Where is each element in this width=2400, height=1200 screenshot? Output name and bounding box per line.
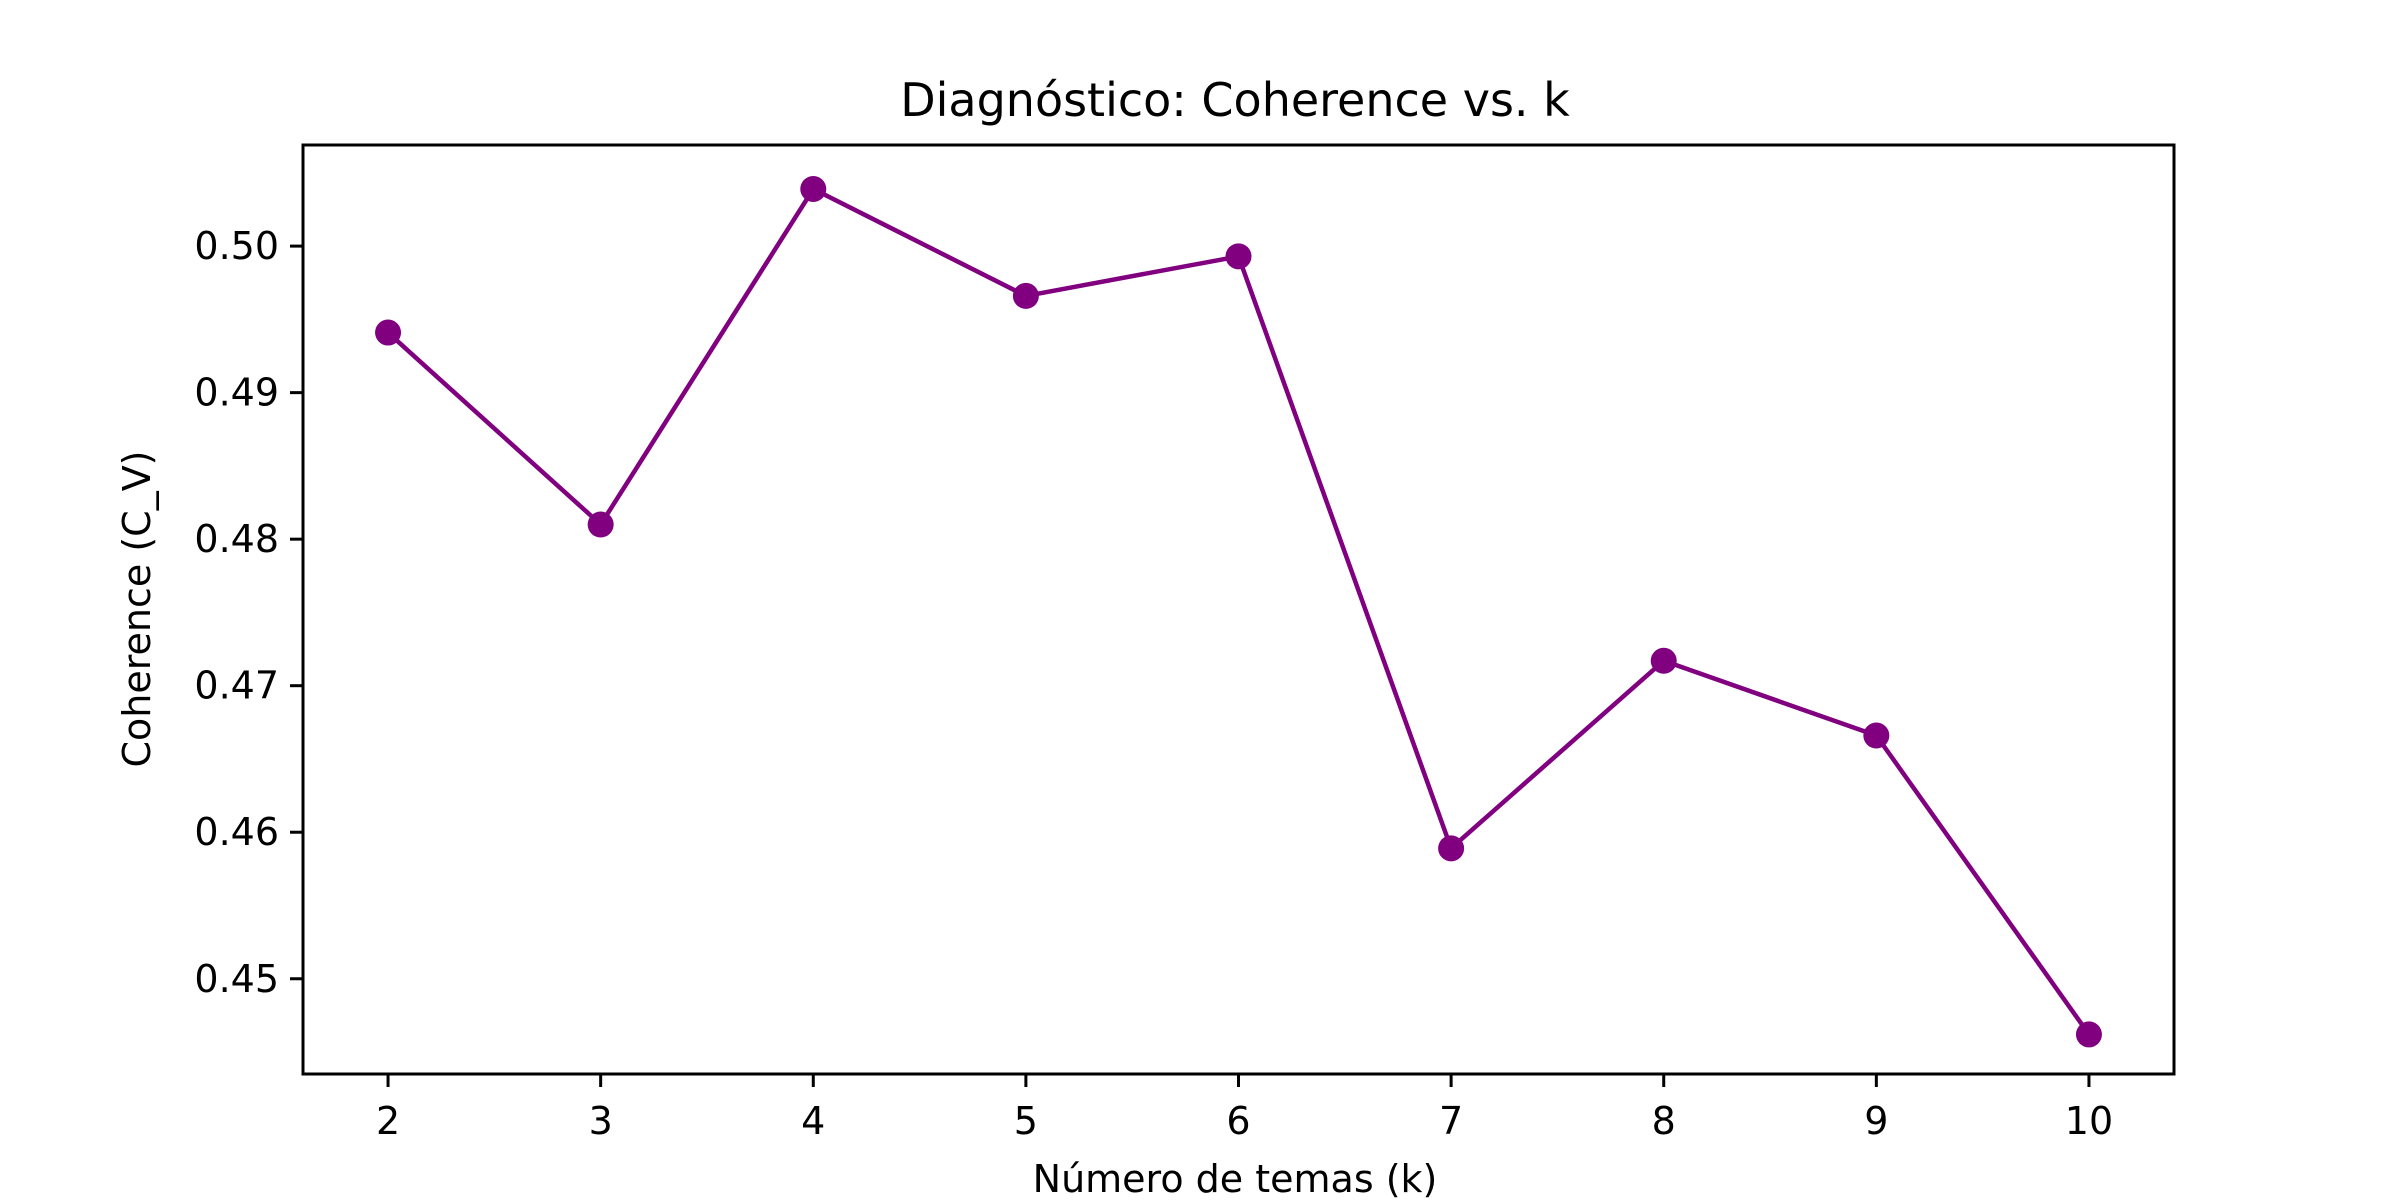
- y-tick-label: 0.49: [194, 371, 279, 415]
- y-tick-label: 0.50: [194, 224, 279, 268]
- data-point-k4: [800, 175, 827, 202]
- data-point-k9: [1863, 722, 1890, 749]
- x-tick-label: 2: [376, 1099, 400, 1143]
- data-point-k8: [1650, 647, 1677, 674]
- x-axis-title: Número de temas (k): [1033, 1157, 1438, 1200]
- x-tick-label: 3: [589, 1099, 613, 1143]
- x-axis-ticks: 2 3 4 5 6 7 8 9 10: [376, 1074, 2113, 1143]
- x-tick-label: 10: [2065, 1099, 2113, 1143]
- x-tick-label: 5: [1014, 1099, 1038, 1143]
- x-tick-label: 6: [1226, 1099, 1250, 1143]
- coherence-series-line: [386, 186, 2091, 1036]
- y-axis-title: Coherence (C_V): [115, 450, 159, 767]
- coherence-series-points: [375, 175, 2102, 1048]
- x-tick-label: 7: [1439, 1099, 1463, 1143]
- x-tick-label: 9: [1864, 1099, 1888, 1143]
- x-tick-label: 8: [1652, 1099, 1676, 1143]
- chart-title: Diagnóstico: Coherence vs. k: [900, 73, 1570, 127]
- data-point-k2: [375, 319, 402, 346]
- data-point-k10: [2075, 1021, 2102, 1048]
- data-point-k6: [1225, 243, 1252, 270]
- data-point-k3: [587, 511, 614, 538]
- y-axis-ticks: 0.45 0.46 0.47 0.48 0.49 0.50: [194, 224, 303, 1001]
- plot-area-frame: [301, 143, 2176, 1076]
- data-point-k5: [1012, 282, 1039, 309]
- y-tick-label: 0.45: [194, 957, 279, 1001]
- y-tick-label: 0.47: [194, 664, 279, 708]
- data-point-k7: [1438, 835, 1465, 862]
- y-tick-label: 0.46: [194, 810, 279, 854]
- x-tick-label: 4: [801, 1099, 825, 1143]
- y-tick-label: 0.48: [194, 517, 279, 561]
